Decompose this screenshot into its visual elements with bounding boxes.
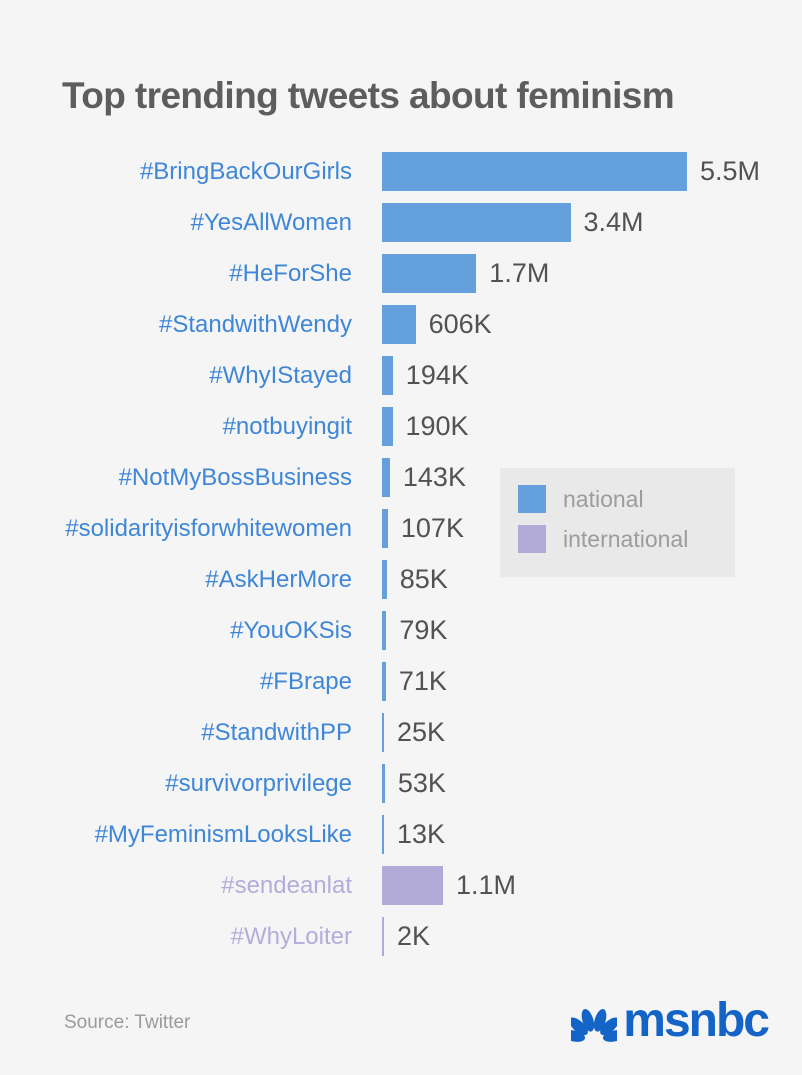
hashtag-label: #WhyLoiter: [230, 922, 352, 950]
chart: #BringBackOurGirls 5.5M #YesAllWomen 3.4…: [0, 146, 802, 962]
legend-swatch-international: [518, 525, 546, 553]
chart-row: #AskHerMore 85K: [0, 554, 802, 605]
value-label: 107K: [400, 513, 464, 543]
chart-row: #sendeanlat 1.1M: [0, 860, 802, 911]
bar: [382, 152, 687, 191]
chart-row: #MyFeminismLooksLike 13K: [0, 809, 802, 860]
chart-row: #solidarityisforwhitewomen 107K: [0, 503, 802, 554]
chart-row: #YesAllWomen 3.4M: [0, 197, 802, 248]
hashtag-label: #WhyIStayed: [209, 361, 352, 389]
nbc-peacock-icon: [571, 1008, 618, 1042]
value-label: 13K: [397, 819, 446, 849]
chart-row: #WhyLoiter 2K: [0, 911, 802, 962]
hashtag-label: #FBrape: [259, 667, 352, 695]
bar: [382, 917, 384, 956]
bar: [382, 611, 387, 650]
hashtag-label: #YesAllWomen: [190, 208, 352, 236]
hashtag-label: #survivorprivilege: [165, 769, 352, 797]
value-label: 190K: [405, 411, 469, 441]
chart-row: #survivorprivilege 53K: [0, 758, 802, 809]
bar: [382, 203, 571, 242]
hashtag-label: #AskHerMore: [205, 565, 352, 593]
value-label: 79K: [399, 615, 448, 645]
value-label: 3.4M: [583, 207, 644, 237]
bar: [382, 866, 443, 905]
bar: [382, 764, 385, 803]
page-title: Top trending tweets about feminism: [62, 74, 675, 116]
chart-row: #notbuyingit 190K: [0, 401, 802, 452]
value-label: 2K: [397, 921, 431, 951]
legend-swatch-national: [518, 485, 546, 513]
legend-item-international: international: [518, 525, 735, 553]
bar: [382, 815, 384, 854]
chart-row: #FBrape 71K: [0, 656, 802, 707]
value-label: 143K: [402, 462, 466, 492]
value-label: 25K: [397, 717, 446, 747]
hashtag-label: #NotMyBossBusiness: [118, 463, 352, 491]
hashtag-label: #solidarityisforwhitewomen: [65, 514, 352, 542]
bar: [382, 560, 387, 599]
source-credit: Source: Twitter: [64, 1012, 191, 1033]
chart-row: #WhyIStayed 194K: [0, 350, 802, 401]
chart-row: #StandwithPP 25K: [0, 707, 802, 758]
bar: [382, 509, 388, 548]
value-label: 85K: [399, 564, 448, 594]
value-label: 194K: [405, 360, 469, 390]
legend-label-national: national: [563, 485, 644, 512]
hashtag-label: #BringBackOurGirls: [139, 157, 352, 185]
value-label: 1.7M: [489, 258, 550, 288]
hashtag-label: #HeForShe: [229, 259, 352, 287]
msnbc-wordmark: msnbc: [623, 994, 770, 1047]
bar: [382, 254, 477, 293]
hashtag-label: #sendeanlat: [221, 871, 352, 899]
legend-label-international: international: [563, 525, 689, 552]
hashtag-label: #notbuyingit: [222, 412, 352, 440]
chart-row: #YouOKSis 79K: [0, 605, 802, 656]
hashtag-label: #YouOKSis: [230, 616, 352, 644]
bar: [382, 458, 390, 497]
value-label: 5.5M: [700, 156, 761, 186]
bar: [382, 356, 393, 395]
hashtag-label: #StandwithPP: [201, 718, 352, 746]
hashtag-label: #MyFeminismLooksLike: [94, 820, 352, 848]
bar: [382, 713, 384, 752]
legend-item-national: national: [518, 485, 735, 513]
chart-row: #BringBackOurGirls 5.5M: [0, 146, 802, 197]
hashtag-label: #StandwithWendy: [158, 310, 352, 338]
chart-row: #NotMyBossBusiness 143K: [0, 452, 802, 503]
bar: [382, 662, 386, 701]
chart-row: #StandwithWendy 606K: [0, 299, 802, 350]
legend: national international: [500, 468, 735, 577]
msnbc-logo: msnbc: [571, 994, 770, 1047]
value-label: 53K: [397, 768, 446, 798]
bar: [382, 407, 393, 446]
value-label: 1.1M: [456, 870, 517, 900]
value-label: 606K: [428, 309, 492, 339]
bar: [382, 305, 416, 344]
chart-row: #HeForShe 1.7M: [0, 248, 802, 299]
value-label: 71K: [398, 666, 447, 696]
